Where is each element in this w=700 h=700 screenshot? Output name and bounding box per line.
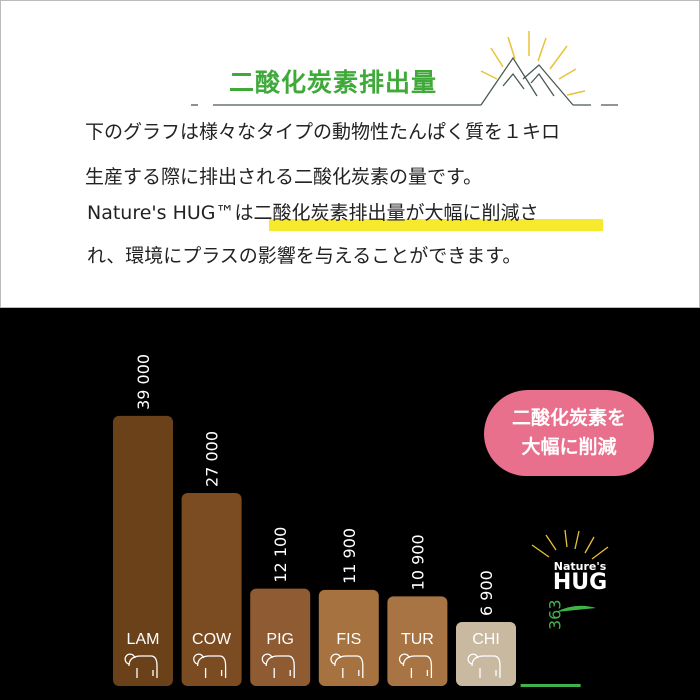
sheep-icon (124, 653, 158, 678)
brand-text: Nature's HUG™は (87, 202, 254, 224)
highlight-marker (269, 219, 603, 231)
intro-panel: 二酸化炭素排出量 下のグラフは様々なタイプの動物性たんぱく質を１キロ 生産する際… (0, 0, 700, 308)
value-label: 39 000 (134, 354, 153, 410)
description-line-2: 生産する際に排出される二酸化炭素の量です。 (85, 166, 483, 188)
category-label: COW (192, 631, 232, 648)
logo-line-2: HUG (552, 570, 608, 595)
mountain-sun-decoration (191, 31, 618, 106)
value-label: 10 900 (408, 534, 427, 590)
callout-line-1: 二酸化炭素を (511, 407, 626, 429)
reduction-callout: 二酸化炭素を 大幅に削減 (484, 390, 654, 476)
value-label: 12 100 (271, 527, 290, 583)
category-label: PIG (266, 631, 294, 648)
logo-line-1: Nature's (553, 560, 607, 573)
chicken-icon (467, 653, 501, 678)
natures-hug-logo: Nature's HUG (549, 560, 611, 595)
leaf-icon (556, 605, 596, 612)
bar-lam (113, 415, 173, 686)
category-label: TUR (401, 631, 434, 648)
bar-cow (181, 492, 242, 686)
sun-rays-icon (531, 529, 609, 560)
bar-chi (456, 622, 516, 686)
value-label: 6 900 (477, 570, 496, 616)
category-label: LAM (127, 631, 160, 648)
highlighted-text: 二酸化炭素排出量が大幅に削減 (253, 202, 520, 224)
value-label: 27 000 (203, 431, 222, 487)
description-line-1: 下のグラフは様々なタイプの動物性たんぱく質を１キロ (85, 121, 561, 143)
category-label: FIS (336, 631, 361, 648)
bar-nature-s-hug (520, 684, 581, 687)
category-label: CHI (472, 631, 500, 648)
text-end: さ (519, 202, 539, 224)
bar-pig (250, 588, 311, 686)
turkey-icon (398, 653, 433, 678)
value-label: 11 900 (340, 528, 359, 584)
bar-fis (318, 589, 379, 686)
page-title: 二酸化炭素排出量 (229, 68, 438, 97)
description-line-4: れ、環境にプラスの影響を与えることができます。 (87, 245, 522, 267)
pig-icon (261, 653, 295, 678)
cow-icon (193, 653, 227, 678)
description-line-3: Nature's HUG™は二酸化炭素排出量が大幅に削減さ (87, 198, 539, 228)
callout-line-2: 大幅に削減 (521, 436, 617, 458)
fish-icon (330, 653, 364, 678)
value-label: 363 (546, 599, 565, 630)
